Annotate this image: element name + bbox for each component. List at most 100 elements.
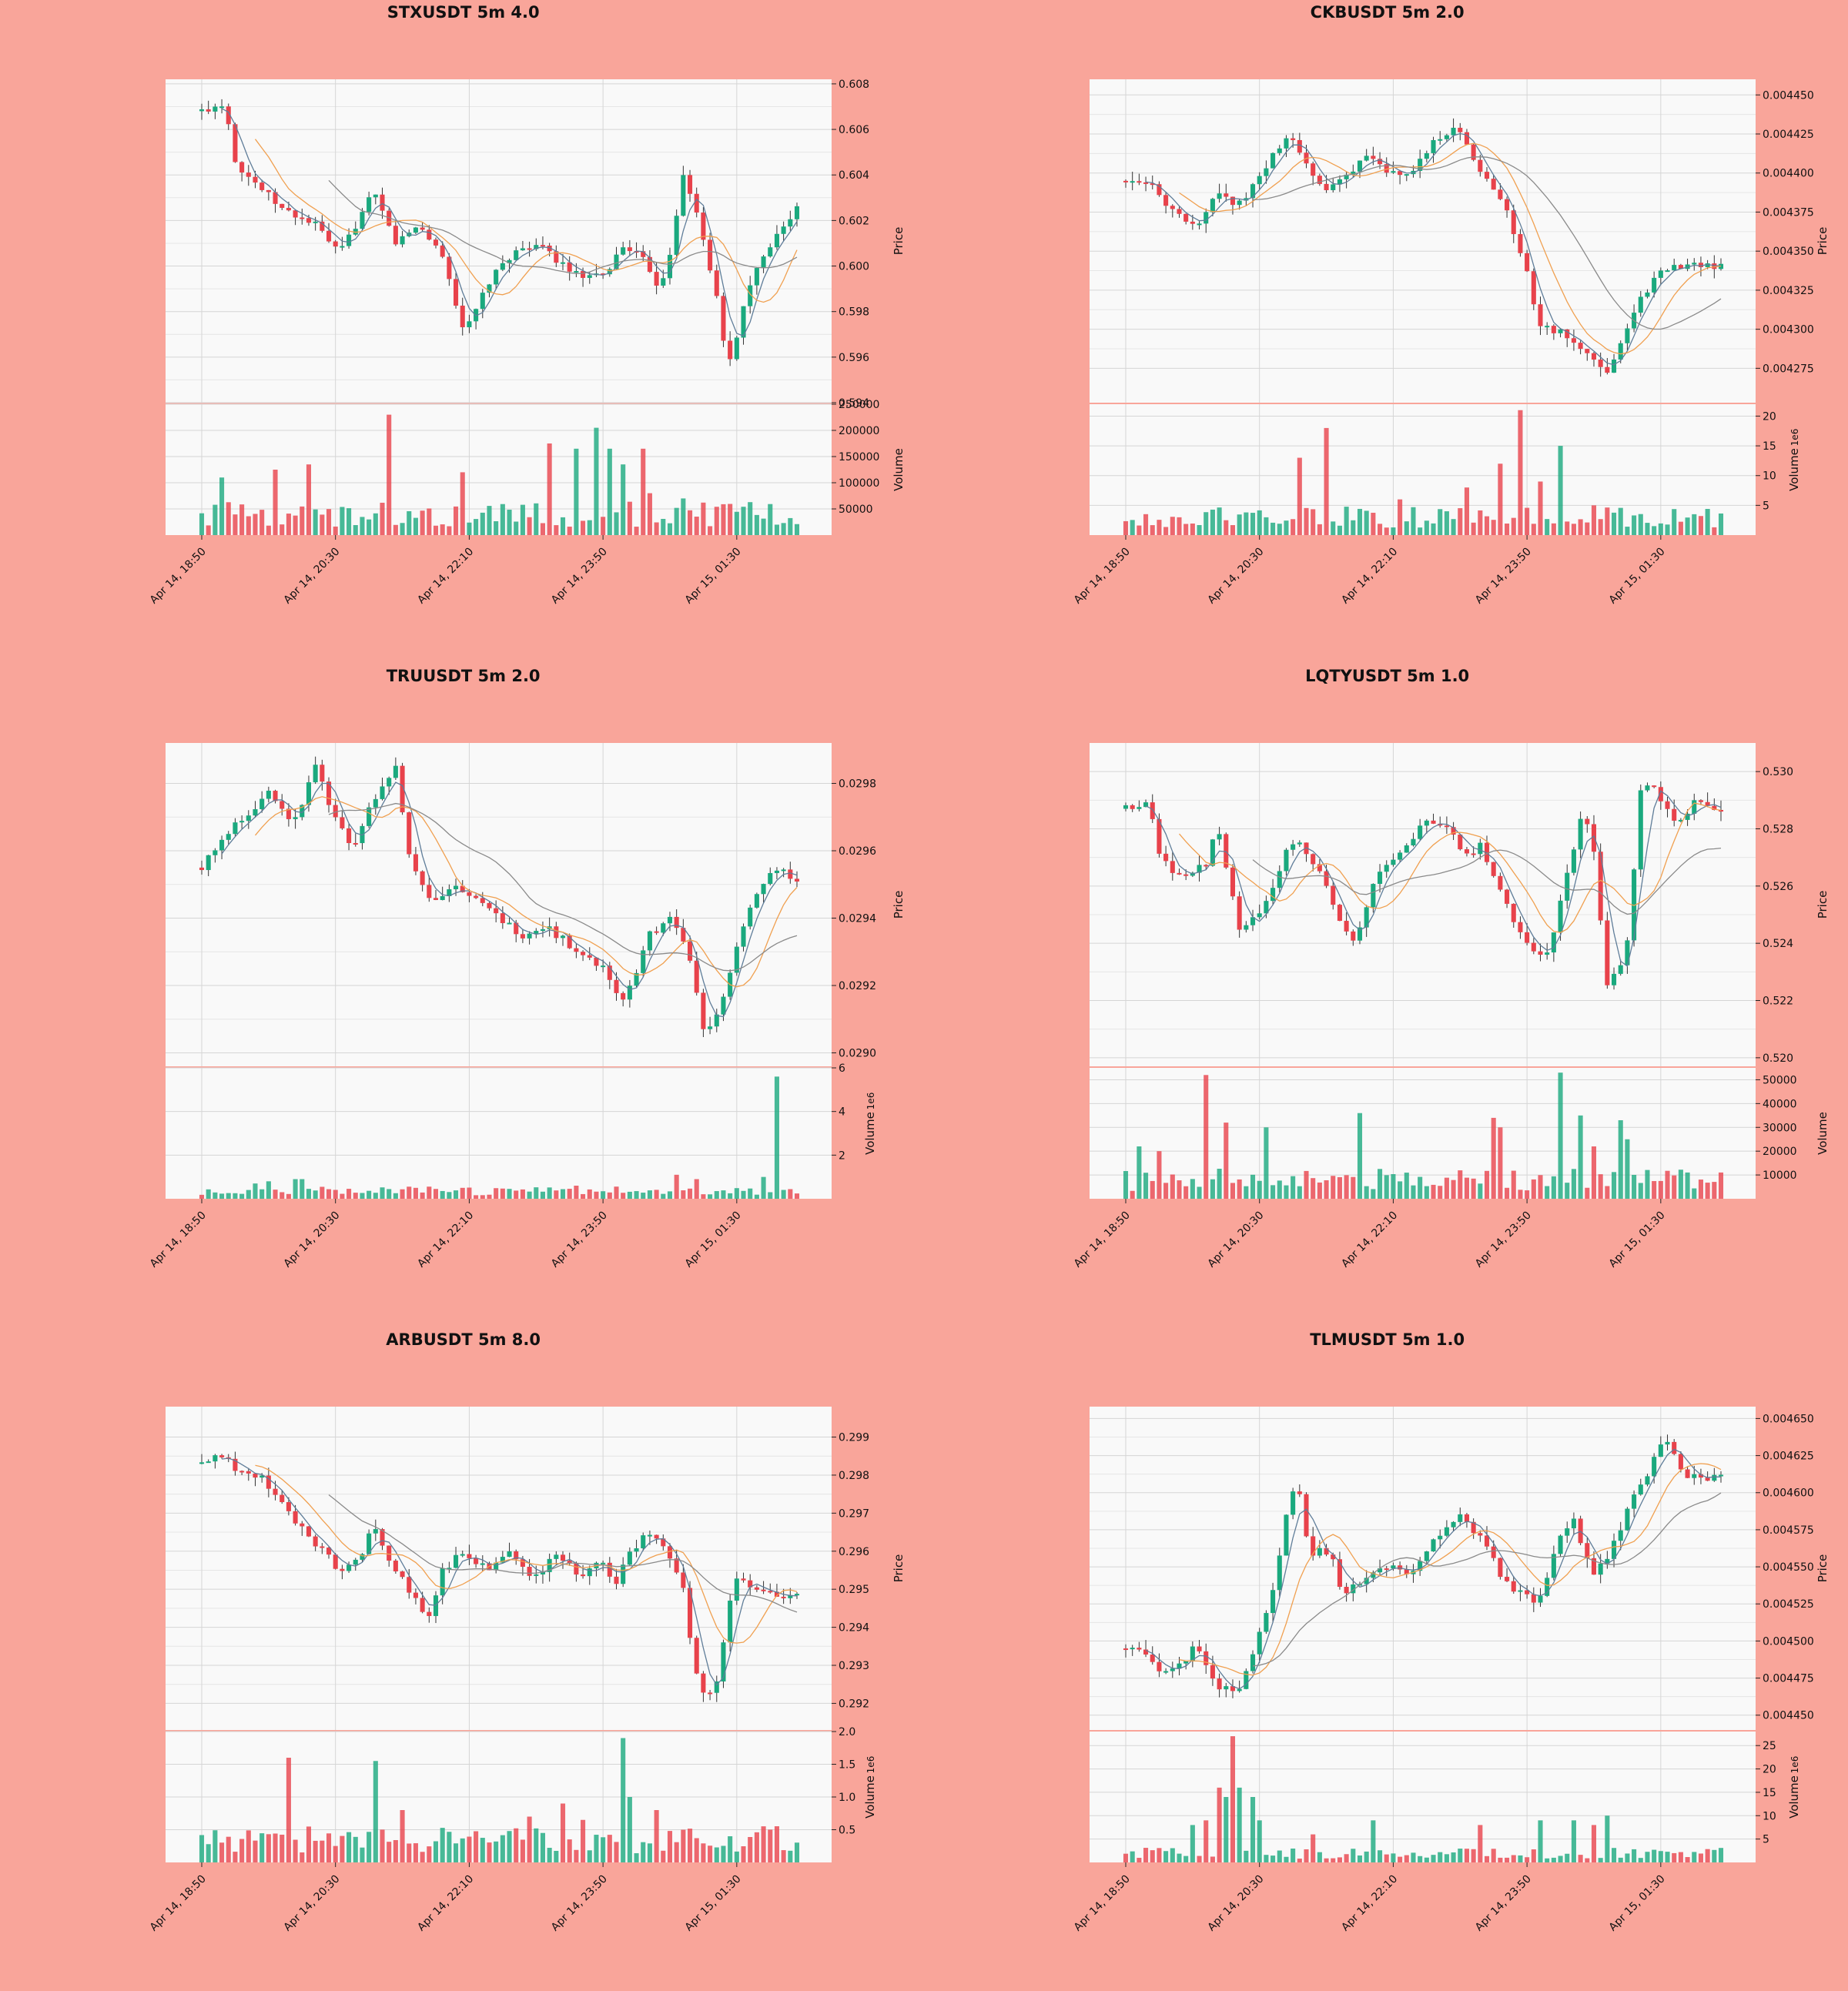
volume-bar xyxy=(1157,520,1162,535)
candle-up xyxy=(1130,1648,1135,1650)
candle-down xyxy=(246,172,251,177)
price-tick-label: 0.297 xyxy=(839,1507,869,1520)
price-tick-label: 0.524 xyxy=(1763,938,1793,950)
candle-down xyxy=(627,247,632,252)
candle-up xyxy=(373,798,378,808)
candle-up xyxy=(714,1014,719,1027)
price-axis-label: Price xyxy=(892,891,906,919)
candle-up xyxy=(674,216,679,256)
volume-bar xyxy=(1665,1170,1670,1199)
price-tick-label: 0.295 xyxy=(839,1584,869,1596)
candle-up xyxy=(1351,1584,1356,1594)
candle-down xyxy=(333,241,338,247)
candle-down xyxy=(1505,889,1510,904)
price-panel xyxy=(166,1407,832,1730)
candle-down xyxy=(1538,304,1543,326)
x-tick-label: Apr 14, 20:30 xyxy=(282,1873,343,1934)
volume-bar xyxy=(393,1193,398,1199)
volume-bar xyxy=(1718,1172,1724,1199)
chart-truusdt: TRUUSDT 5m 2.0 0.0290 0.0292 0.0294 0.0296 0.… xyxy=(148,667,906,1270)
ma-mid-line xyxy=(1179,142,1722,355)
candle-up xyxy=(1424,820,1429,826)
price-tick-label: 0.598 xyxy=(839,306,869,319)
volume-bar xyxy=(647,493,652,535)
volume-bar xyxy=(1525,1857,1530,1862)
volume-bar xyxy=(1578,1855,1583,1862)
volume-bar xyxy=(413,1843,418,1862)
candle-down xyxy=(1297,139,1302,153)
ma-slow-line xyxy=(1252,156,1722,330)
candle-down xyxy=(701,1673,706,1693)
volume-tick-label: 25 xyxy=(1763,1740,1776,1752)
volume-bar xyxy=(447,526,452,535)
candle-down xyxy=(1210,1665,1215,1679)
candle-up xyxy=(346,234,352,246)
price-tick-label: 0.004625 xyxy=(1763,1451,1814,1463)
candle-down xyxy=(581,1574,586,1577)
candle-down xyxy=(728,340,733,360)
candle-down xyxy=(1464,1514,1469,1522)
candle-down xyxy=(614,979,619,993)
candle-down xyxy=(788,869,793,879)
volume-bar xyxy=(1545,1858,1550,1862)
candle-up xyxy=(768,872,773,885)
volume-tick-label: 200000 xyxy=(839,425,879,437)
volume-bar xyxy=(1498,1857,1503,1862)
volume-bar xyxy=(1464,1849,1469,1862)
volume-bar xyxy=(681,1829,686,1862)
volume-bar xyxy=(1438,1852,1443,1862)
candle-down xyxy=(701,212,706,240)
candle-up xyxy=(1244,198,1249,201)
volume-bar xyxy=(326,1833,332,1862)
volume-bar xyxy=(1304,1849,1309,1862)
volume-bar xyxy=(587,1189,592,1199)
volume-bar xyxy=(420,510,425,535)
volume-axis-label: Volume xyxy=(863,1775,877,1819)
candle-down xyxy=(560,1554,566,1561)
candle-up xyxy=(1197,865,1202,873)
volume-bar xyxy=(306,1826,312,1862)
candle-up xyxy=(454,885,459,890)
candle-up xyxy=(1418,825,1423,839)
volume-bar xyxy=(687,1188,693,1199)
ma-slow-line xyxy=(1252,1492,1722,1667)
candle-up xyxy=(1638,1484,1643,1495)
ma-fast-line xyxy=(221,781,798,1018)
price-tick-label: 0.004350 xyxy=(1763,246,1814,258)
candle-up xyxy=(721,996,726,1015)
volume-bar xyxy=(1418,1855,1423,1862)
volume-bar xyxy=(1705,509,1710,535)
price-tick-label: 0.522 xyxy=(1763,996,1793,1008)
volume-bar xyxy=(1518,410,1523,535)
candle-up xyxy=(1672,265,1677,271)
volume-bar xyxy=(547,1187,552,1199)
candle-down xyxy=(1471,144,1476,160)
price-tick-label: 0.528 xyxy=(1763,824,1793,836)
volume-bar xyxy=(754,514,759,535)
volume-bar xyxy=(621,464,626,535)
candle-down xyxy=(1351,931,1356,941)
volume-bar xyxy=(1585,1187,1590,1199)
candle-up xyxy=(367,807,372,826)
volume-bar xyxy=(728,1193,733,1199)
volume-bar xyxy=(500,1188,505,1199)
x-tick-label: Apr 14, 22:10 xyxy=(415,1210,476,1270)
candle-up xyxy=(1210,839,1215,866)
candle-down xyxy=(433,239,439,246)
volume-bar xyxy=(373,513,378,535)
volume-bar xyxy=(1438,1186,1443,1199)
candle-up xyxy=(1210,199,1215,212)
volume-bar xyxy=(540,523,545,535)
volume-bar xyxy=(380,502,385,535)
volume-bar xyxy=(567,527,572,535)
volume-bar xyxy=(1498,1127,1503,1199)
volume-bar xyxy=(534,1187,539,1199)
volume-bar xyxy=(433,1189,439,1199)
candle-up xyxy=(373,1529,378,1534)
candle-down xyxy=(500,913,505,923)
candle-up xyxy=(1244,925,1249,930)
candle-down xyxy=(1197,1646,1202,1651)
candle-up xyxy=(1378,872,1383,885)
candle-down xyxy=(1324,871,1329,886)
